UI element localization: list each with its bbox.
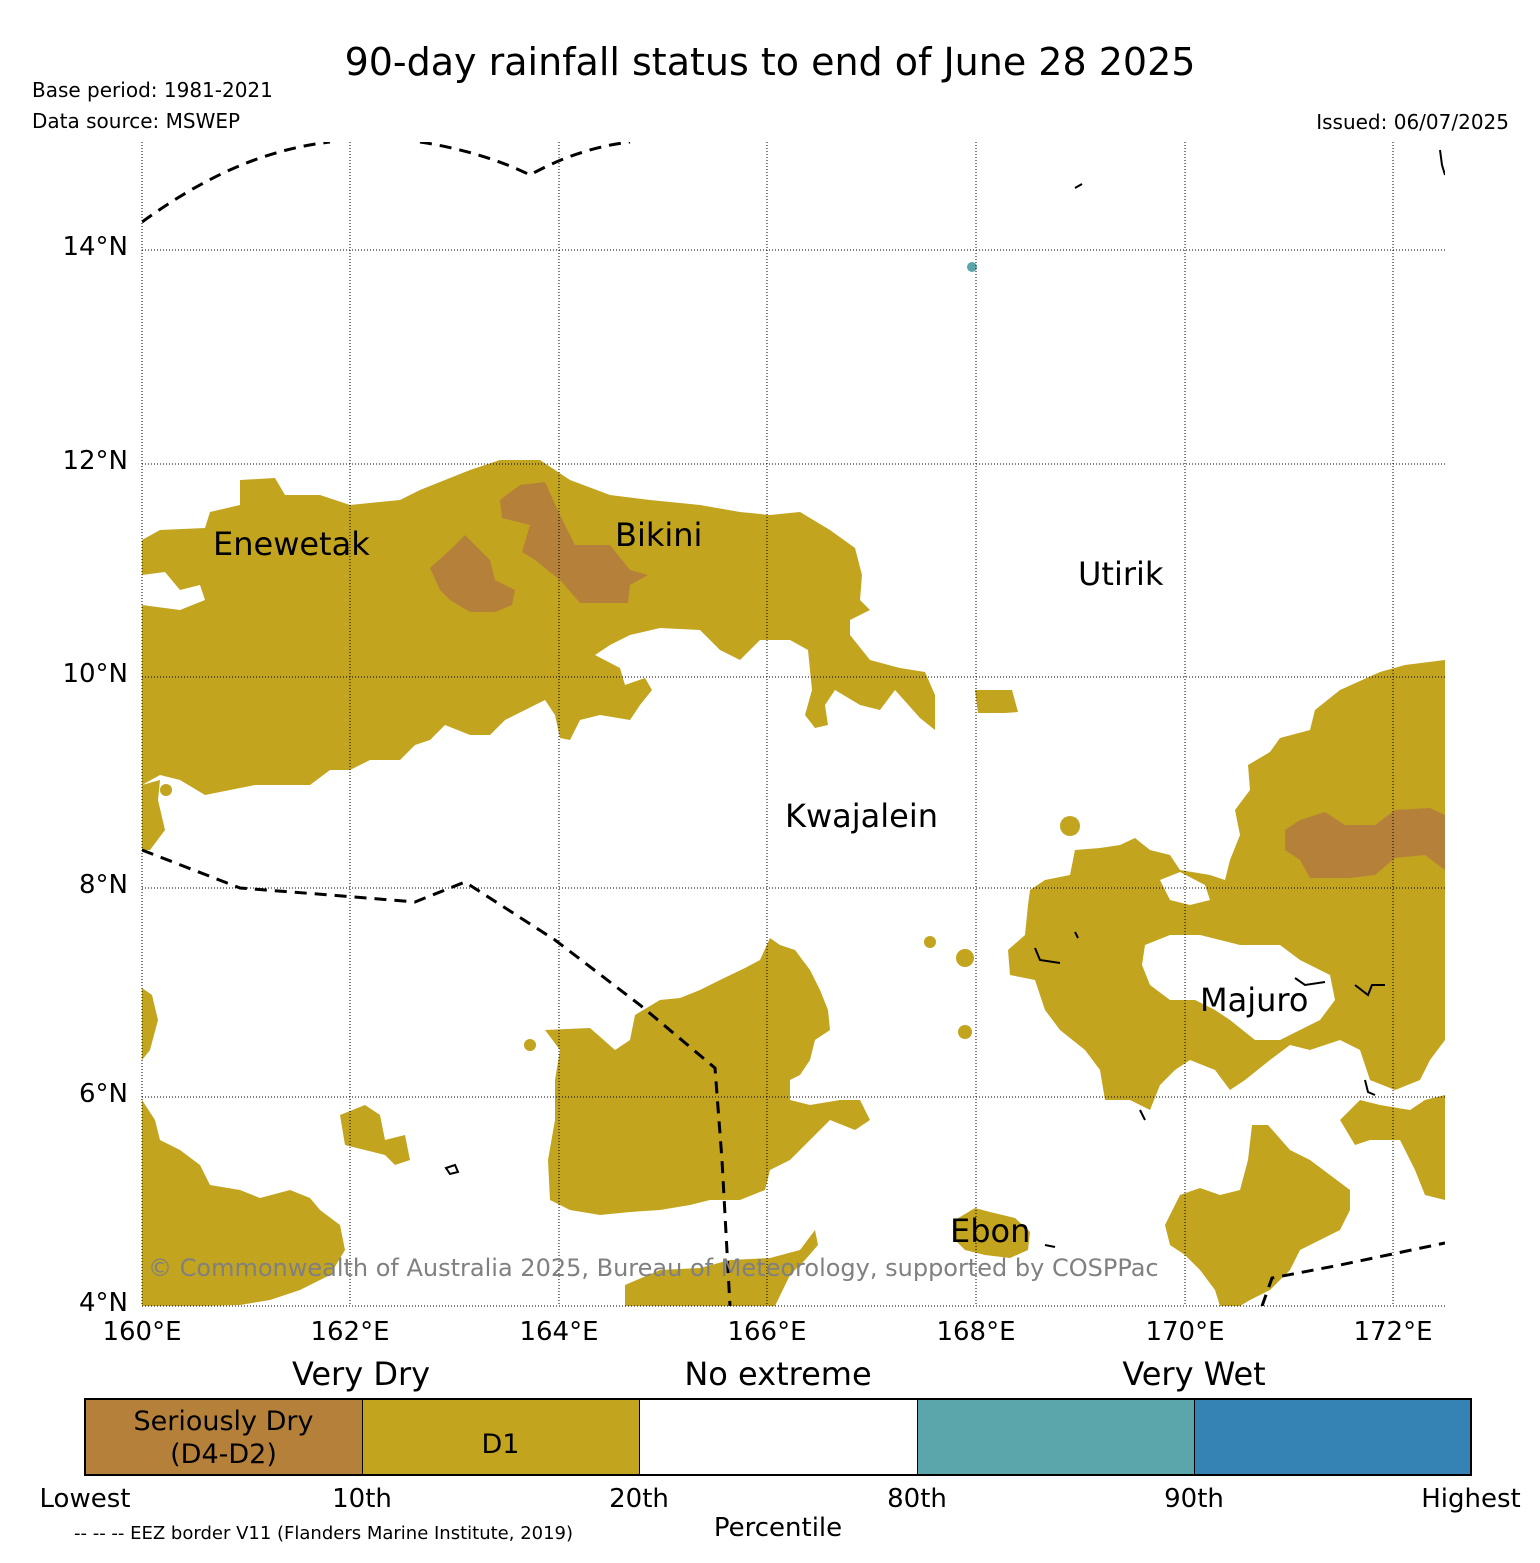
issued-date: Issued: 06/07/2025 [1316, 110, 1509, 134]
d1-spot [924, 936, 936, 948]
lon-label: 160°E [102, 1317, 182, 1347]
d1-spot [524, 1039, 536, 1051]
legend-category-very-wet: Very Wet [1122, 1355, 1266, 1393]
island-outline [1044, 149, 1445, 1248]
lon-label: 162°E [310, 1317, 390, 1347]
seriously-dry-region-bikini [500, 482, 648, 603]
lon-label: 170°E [1145, 1317, 1225, 1347]
percentile-tick: Lowest [39, 1484, 131, 1514]
percentile-tick: 90th [1164, 1484, 1224, 1514]
legend-label-seriously-dry: Seriously Dry (D4-D2) [85, 1405, 362, 1471]
lon-label: 172°E [1353, 1317, 1433, 1347]
d1-region-southeast-lower [1165, 1125, 1350, 1306]
d1-spot [160, 784, 172, 796]
place-label-kwajalein: Kwajalein [785, 797, 939, 835]
d1-region-kwajalein-east [975, 690, 1018, 713]
island-outline [1294, 977, 1385, 997]
map-title: 90-day rainfall status to end of June 28… [344, 40, 1196, 84]
lat-label: 10°N [62, 659, 128, 689]
lon-label: 166°E [727, 1317, 807, 1347]
percentile-tick: 10th [332, 1484, 392, 1514]
seriously-dry-region-enewetak [430, 535, 515, 612]
d1-region-southeast [1340, 1095, 1445, 1200]
wet-spot [967, 262, 977, 272]
d1-region-south-bottom [625, 1230, 818, 1306]
legend-label-line: (D4-D2) [170, 1439, 277, 1470]
legend-swatch-d1 [362, 1399, 639, 1475]
d1-spot [958, 1025, 972, 1039]
no-extreme-hole-majuro [1142, 935, 1335, 1040]
d1-region-west-edge-south [142, 988, 158, 1060]
lat-label: 8°N [79, 870, 128, 900]
no-extreme-hole-north [142, 572, 205, 610]
lat-label: 6°N [79, 1079, 128, 1109]
d1-region-southwest-small [340, 1105, 410, 1165]
lon-label: 164°E [519, 1317, 599, 1347]
d1-spot [956, 949, 974, 967]
eez-border-note: -- -- -- EEZ border V11 (Flanders Marine… [74, 1523, 574, 1544]
legend-swatch-very-wet [1194, 1399, 1471, 1475]
island-outline [1034, 931, 1079, 964]
d1-region-north [142, 460, 935, 795]
legend-swatch-wet [917, 1399, 1194, 1475]
island-outline [444, 1163, 460, 1176]
d1-region-ebon [955, 1208, 1030, 1258]
legend-category-very-dry: Very Dry [291, 1355, 431, 1393]
seriously-dry-region-east [1285, 808, 1445, 878]
percentile-axis-title: Percentile [713, 1513, 843, 1543]
percentile-tick: 20th [609, 1484, 669, 1514]
place-label-ebon: Ebon [950, 1212, 1031, 1250]
data-source-note: Data source: MSWEP [32, 109, 241, 133]
percentile-tick: Highest [1421, 1484, 1521, 1514]
lat-label: 4°N [79, 1288, 128, 1318]
lat-label: 12°N [62, 446, 128, 476]
gridlines [141, 142, 1445, 1307]
d1-spot [1060, 816, 1080, 836]
legend-label-d1: D1 [481, 1429, 520, 1460]
legend-swatch-seriously-dry [85, 1399, 362, 1475]
no-extreme-hole-majuro-north [1160, 872, 1210, 905]
place-label-utirik: Utirik [1078, 555, 1164, 593]
legend-label-line: Seriously Dry [133, 1406, 314, 1437]
eez-borders [142, 142, 1445, 1306]
d1-region-south-central [545, 938, 870, 1215]
lon-label: 168°E [936, 1317, 1016, 1347]
lat-label: 14°N [62, 232, 128, 262]
copyright-notice: © Commonwealth of Australia 2025, Bureau… [148, 1254, 1159, 1282]
d1-region-west-edge [142, 780, 165, 850]
d1-region-southwest [142, 1100, 345, 1306]
d1-region-majuro [1008, 660, 1445, 1110]
place-label-enewetak: Enewetak [213, 525, 370, 563]
percentile-tick: 80th [887, 1484, 947, 1514]
place-label-majuro: Majuro [1200, 981, 1309, 1019]
rainfall-regions [142, 142, 1445, 1306]
legend-category-no-extreme: No extreme [684, 1355, 872, 1393]
legend-swatch-no-extreme [639, 1399, 917, 1475]
base-period-note: Base period: 1981-2021 [32, 78, 273, 102]
place-label-bikini: Bikini [615, 516, 703, 554]
